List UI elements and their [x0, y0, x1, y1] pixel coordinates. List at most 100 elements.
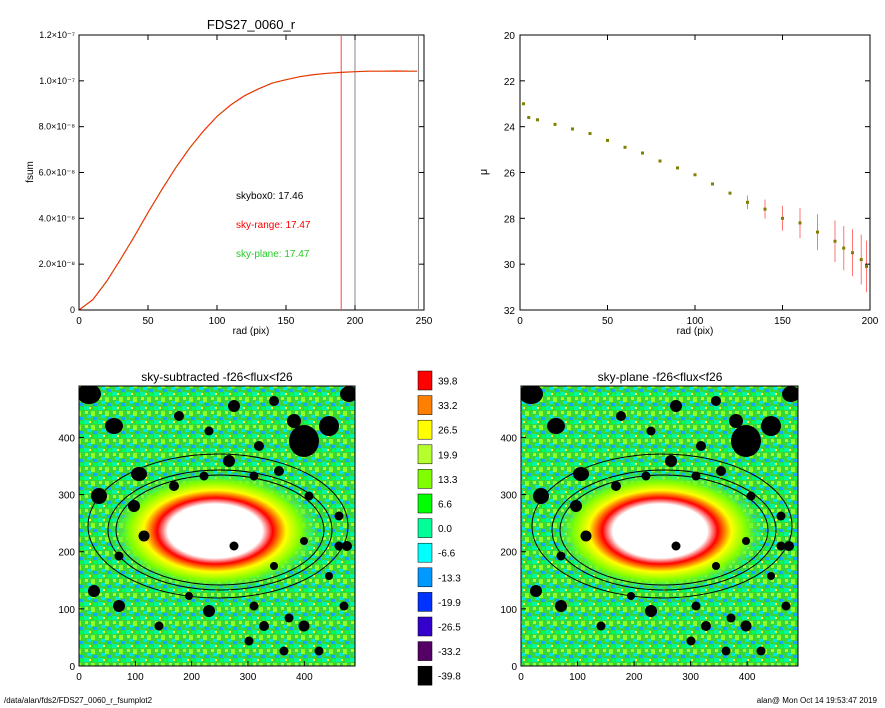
galaxy-core — [110, 471, 320, 591]
map-ytick-label: 100 — [58, 605, 75, 616]
mask-blob — [174, 411, 184, 421]
profile-series — [522, 102, 868, 293]
profile-point — [658, 159, 662, 163]
map-ytick-label: 200 — [58, 548, 75, 559]
mask-blob — [339, 601, 349, 611]
mask-blob — [776, 511, 786, 521]
cog-title: FDS27_0060_r — [207, 17, 296, 32]
map-left-chart: sky-subtracted -f26<flux<f26 0 100 200 300 4… — [58, 370, 356, 683]
profile-point — [553, 122, 557, 126]
colorbar-label: 26.5 — [438, 426, 458, 437]
map-xtick-label: 200 — [183, 672, 200, 683]
colorbar-label: -19.9 — [438, 598, 461, 609]
map-ytick-label: 300 — [58, 491, 75, 502]
annotation-skybox0: skybox0: 17.46 — [236, 191, 304, 202]
mask-blob — [203, 605, 215, 617]
mask-blob — [712, 562, 720, 570]
profile-point — [842, 246, 846, 250]
cog-ytick-label: 1.0×10⁻⁷ — [39, 76, 75, 86]
map-right-frame — [520, 385, 799, 667]
profile-xlabel: rad (pix) — [677, 326, 714, 337]
mask-blob — [88, 585, 100, 597]
mask-blob — [304, 491, 314, 501]
colorbar-label: 19.9 — [438, 450, 458, 461]
mask-blob — [729, 414, 743, 428]
profile-point — [693, 173, 697, 177]
mask-blob — [573, 467, 589, 481]
map-left-image — [79, 386, 355, 666]
profile-point — [522, 102, 525, 106]
mask-blob — [228, 400, 240, 412]
cog-ytick-label: 2.0×10⁻⁸ — [39, 259, 76, 269]
map-ytick-label: 300 — [500, 491, 517, 502]
map-left-title: sky-subtracted -f26<flux<f26 — [141, 370, 293, 384]
cog-xtick-label: 150 — [278, 316, 295, 327]
profile-ytick-label: 22 — [504, 77, 516, 88]
cog-plot-area — [78, 34, 425, 311]
mask-blob — [314, 646, 324, 656]
mask-blob — [782, 386, 798, 402]
colorbar-swatch — [417, 419, 433, 440]
profile-point — [859, 258, 863, 262]
profile-point — [833, 239, 837, 243]
mask-blob — [596, 621, 606, 631]
mask-blob — [580, 530, 592, 542]
mask-blob — [169, 481, 179, 491]
map-left-x-ticks: 0 100 200 300 400 — [76, 661, 313, 683]
profile-point — [781, 216, 784, 220]
colorbar-label: 39.8 — [438, 377, 458, 388]
cog-xtick-label: 250 — [416, 316, 433, 327]
mask-blob — [784, 541, 794, 551]
mask-blob — [138, 530, 150, 542]
mask-blob — [298, 620, 310, 632]
cog-vlines — [340, 35, 419, 310]
map-xtick-label: 200 — [626, 672, 643, 683]
mask-blob — [289, 425, 319, 457]
profile-xtick-label: 50 — [602, 316, 614, 327]
map-xtick-label: 300 — [682, 672, 699, 683]
profile-xtick-label: 100 — [687, 316, 704, 327]
mask-blob — [204, 426, 214, 436]
footer-path: /data/alan/fds2/FDS27_0060_r_fsumplot2 — [4, 696, 153, 705]
profile-xtick-label: 200 — [862, 316, 879, 327]
mask-blob — [128, 500, 140, 512]
map-ytick-label: 0 — [511, 662, 517, 673]
cog-xtick-label: 200 — [347, 316, 364, 327]
map-left-frame — [78, 385, 356, 667]
mask-blob — [756, 646, 766, 656]
mask-blob — [696, 441, 706, 451]
map-left-y-ticks: 0 100 200 300 400 — [58, 433, 84, 673]
profile-point — [798, 221, 802, 225]
profile-ytick-label: 24 — [504, 123, 516, 134]
mask-blob — [570, 500, 582, 512]
mask-blob — [223, 455, 235, 467]
colorbar-label: -39.8 — [438, 672, 461, 683]
profile-ytick-label: 26 — [504, 169, 516, 180]
colorbar-label: 13.3 — [438, 475, 458, 486]
profile-ytick-label: 28 — [504, 214, 516, 225]
cog-xlabel: rad (pix) — [233, 326, 270, 337]
profile-ylabel: μ — [478, 169, 490, 175]
mask-blob — [616, 411, 626, 421]
cog-ytick-label: 8.0×10⁻⁸ — [39, 122, 76, 132]
mask-blob — [229, 541, 239, 551]
mask-blob — [701, 621, 711, 631]
map-xtick-label: 300 — [240, 672, 257, 683]
map-right-chart: sky-plane -f26<flux<f26 0 100 200 300 400 0 1… — [500, 370, 799, 683]
profile-xtick-label: 150 — [774, 316, 791, 327]
mask-blob — [645, 605, 657, 617]
cog-ylabel: fsum — [25, 161, 36, 183]
colorbar-swatch — [417, 567, 433, 588]
profile-point — [728, 191, 732, 195]
footer-timestamp: alan@ Mon Oct 14 19:53:47 2019 — [756, 696, 877, 705]
mask-blob — [319, 416, 339, 436]
colorbar-swatch — [417, 542, 433, 563]
mask-blob — [342, 541, 352, 551]
profile-xtick-label: 0 — [517, 316, 523, 327]
map-xtick-label: 0 — [518, 672, 524, 683]
profile-point — [571, 127, 574, 131]
mask-blob — [521, 386, 543, 404]
cog-xtick-label: 0 — [76, 316, 82, 327]
map-ytick-label: 400 — [58, 433, 75, 444]
profile-point — [746, 200, 749, 204]
